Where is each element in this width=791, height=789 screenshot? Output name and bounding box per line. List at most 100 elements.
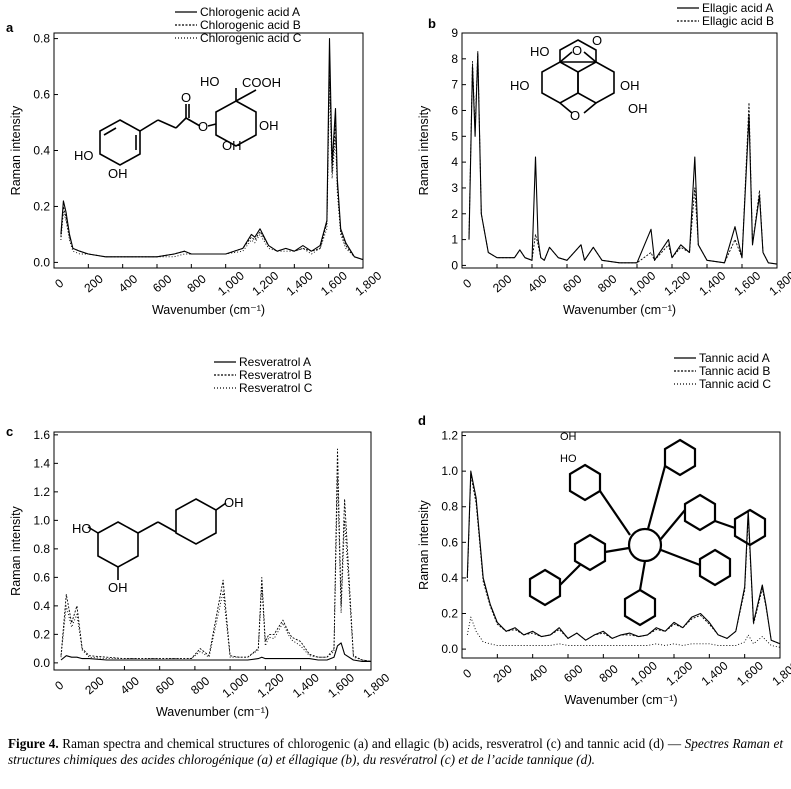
x-tick-label: 1,200	[661, 268, 693, 298]
struct-label: O	[572, 43, 582, 58]
caption-french: Spectres Raman et structures chimiques d…	[8, 736, 783, 767]
struct-label: OH	[628, 101, 648, 116]
x-tick-label: 600	[153, 674, 178, 698]
x-tick-label: 1,600	[731, 268, 763, 298]
struct-label: O	[198, 119, 208, 134]
y-tick-label: 1.4	[33, 456, 50, 470]
x-tick-label: 200	[490, 662, 515, 686]
y-tick-label: 7	[451, 78, 458, 92]
y-tick-label: 1.6	[33, 428, 50, 442]
y-tick-label: 0.6	[33, 570, 50, 584]
struct-label: OH	[108, 580, 128, 595]
struct-label: HO	[560, 453, 577, 465]
y-tick-label: 0.8	[33, 542, 50, 556]
struct-label: O	[592, 33, 602, 48]
y-tick-label: 0.4	[33, 599, 50, 613]
struct-label: HO	[510, 78, 530, 93]
plot-frame	[461, 431, 781, 659]
struct-label: OH	[108, 166, 128, 181]
y-axis-label: Raman intensity	[417, 499, 431, 589]
x-tick-label: 1,400	[696, 268, 728, 298]
x-tick-label: 1,400	[290, 670, 322, 700]
series-line-2	[466, 474, 781, 645]
panel-b: 0 200 400 600 800 1,000 1,200 1,400 1,600 1,800 0 1…	[417, 1, 791, 317]
panel-letter: c	[6, 424, 13, 439]
x-tick-label: 0	[460, 666, 474, 681]
y-tick-label: 6	[451, 103, 458, 117]
panel-c: 0 200 400 600 800 1,000 1,200 1,400 1,600 1,800 0.…	[6, 355, 393, 719]
struct-label: HO	[72, 521, 92, 536]
resveratrol-structure-labels: OH HO OH	[72, 495, 244, 595]
struct-label: HO	[200, 74, 220, 89]
x-tick-label: 600	[561, 662, 586, 686]
struct-label: OH	[620, 78, 640, 93]
plot-frame	[53, 431, 372, 671]
legend-entry: Ellagic acid A	[702, 1, 773, 15]
x-tick-label: 1,600	[734, 658, 766, 688]
x-tick-label: 1,200	[663, 658, 695, 688]
y-tick-label: 0	[451, 258, 458, 272]
struct-label: OH	[259, 118, 279, 133]
x-tick-label: 1,000	[626, 268, 658, 298]
x-axis-label: Wavenumber (cm⁻¹)	[564, 693, 677, 707]
y-tick-label: 0.6	[441, 535, 458, 549]
x-tick-label: 200	[490, 272, 515, 296]
x-tick-label: 1,000	[219, 670, 251, 700]
y-tick-label: 0.2	[33, 199, 50, 213]
struct-label: HO	[530, 44, 550, 59]
panel-letter: d	[418, 413, 426, 428]
series-line-1	[60, 38, 364, 261]
y-tick-label: 1	[451, 233, 458, 247]
struct-label: OH	[224, 495, 244, 510]
legend-entry: Tannic acid B	[699, 364, 770, 378]
caption-label: Figure 4.	[8, 736, 59, 751]
panel-letter: b	[428, 16, 436, 31]
y-tick-label: 8	[451, 52, 458, 66]
x-tick-label: 800	[596, 662, 621, 686]
x-tick-label: 1,600	[318, 268, 350, 298]
series-line-1	[60, 642, 371, 662]
chlorogenic-structure-labels: HO COOH O O OH HO OH OH	[74, 74, 281, 181]
x-tick-label: 0	[52, 678, 66, 693]
series-line-1	[466, 470, 781, 645]
y-tick-label: 0.4	[33, 144, 50, 158]
x-tick-label: 1,000	[215, 268, 247, 298]
tannic-structure	[528, 438, 767, 627]
panel-letter: a	[6, 20, 14, 35]
y-tick-label: 0.6	[33, 88, 50, 102]
resveratrol-structure	[87, 498, 227, 580]
x-tick-label: 400	[525, 272, 550, 296]
struct-label: OH	[560, 431, 577, 443]
x-tick-label: 1,800	[769, 658, 791, 688]
x-tick-label: 200	[81, 272, 106, 296]
struct-label: O	[181, 90, 191, 105]
caption-english: Raman spectra and chemical structures of…	[62, 736, 682, 751]
figure-caption: Figure 4. Raman spectra and chemical str…	[8, 736, 783, 768]
legend-entry: Chlorogenic acid C	[200, 31, 302, 45]
x-tick-label: 1,400	[699, 658, 731, 688]
series-line-3	[60, 80, 364, 261]
x-tick-label: 800	[184, 272, 209, 296]
y-tick-label: 0.0	[33, 255, 50, 269]
y-tick-label: 1.2	[441, 429, 458, 443]
panel-a: 0 200 400 600 800 1,000 1,200 1,400 1,600 1,800 0.…	[6, 5, 385, 317]
y-axis-label: Raman intensity	[9, 505, 23, 595]
x-tick-label: 1,000	[628, 658, 660, 688]
legend-entry: Tannic acid A	[699, 351, 770, 365]
y-tick-label: 9	[451, 26, 458, 40]
x-tick-label: 200	[82, 674, 107, 698]
y-tick-label: 1.2	[33, 485, 50, 499]
y-tick-label: 1.0	[441, 464, 458, 478]
y-tick-label: 0.4	[441, 571, 458, 585]
x-tick-label: 1,400	[284, 268, 316, 298]
series-line-3	[466, 616, 781, 648]
legend-entry: Resveratrol C	[239, 381, 313, 395]
legend-entry: Chlorogenic acid A	[200, 5, 300, 19]
y-tick-label: 0.2	[441, 607, 458, 621]
struct-label: O	[570, 108, 580, 123]
y-axis-label: Raman intensity	[9, 105, 23, 195]
y-tick-label: 0.0	[441, 642, 458, 656]
x-axis-label: Wavenumber (cm⁻¹)	[152, 303, 265, 317]
y-tick-label: 3	[451, 181, 458, 195]
series-line-3	[60, 477, 372, 662]
